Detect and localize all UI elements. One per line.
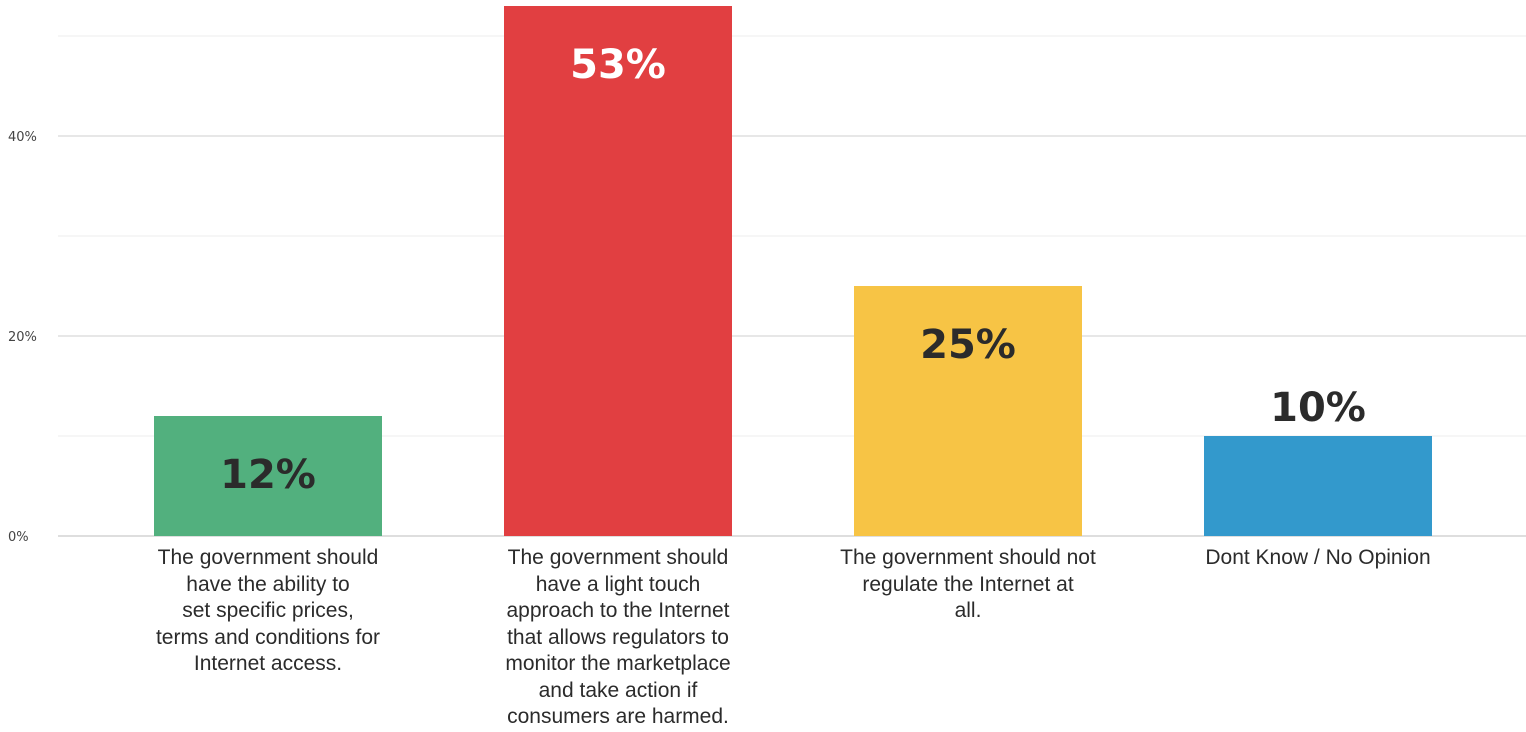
- value-labels: 12% 53% 25% 10%: [220, 42, 1366, 498]
- category-label-line: have a light touch: [535, 572, 701, 596]
- bar-value-label: 53%: [570, 42, 666, 88]
- bar-value-label: 12%: [220, 452, 316, 498]
- category-label-line: consumers are harmed.: [507, 705, 729, 728]
- y-axis-ticks: 0% 20% 40%: [8, 130, 37, 545]
- bar-value-label: 25%: [920, 322, 1016, 368]
- category-label-line: The government should not: [840, 546, 1096, 569]
- bar: [1204, 436, 1432, 536]
- category-label-line: all.: [954, 599, 982, 622]
- category-label: The government should have the ability to…: [118, 545, 418, 678]
- category-label-line: approach to the Internet: [506, 599, 730, 622]
- category-label-line: regulate the Internet at: [862, 572, 1074, 596]
- category-label-line: have the ability to: [186, 572, 350, 596]
- y-tick-label: 40%: [8, 130, 37, 145]
- category-label-line: and take action if: [538, 678, 698, 702]
- bar: [154, 416, 382, 536]
- category-label-line: Internet access.: [193, 652, 343, 675]
- y-tick-label: 20%: [8, 330, 37, 345]
- category-label: Dont Know / No Opinion: [1168, 545, 1468, 572]
- bar: [504, 6, 732, 536]
- category-label: The government should not regulate the In…: [818, 545, 1118, 625]
- category-label-line: terms and conditions for: [155, 625, 381, 649]
- y-tick-label: 0%: [8, 530, 29, 545]
- category-label-line: The government should: [507, 546, 729, 569]
- bar-value-label: 10%: [1270, 385, 1366, 431]
- category-label: The government should have a light touch a…: [468, 545, 768, 731]
- bars: [154, 6, 1432, 536]
- category-label-line: The government should: [157, 546, 379, 569]
- category-label-line: monitor the marketplace: [505, 652, 731, 675]
- category-label-line: Dont Know / No Opinion: [1205, 546, 1431, 569]
- bar: [854, 286, 1082, 536]
- category-label-line: set specific prices,: [182, 599, 354, 622]
- category-label-line: that allows regulators to: [507, 625, 729, 649]
